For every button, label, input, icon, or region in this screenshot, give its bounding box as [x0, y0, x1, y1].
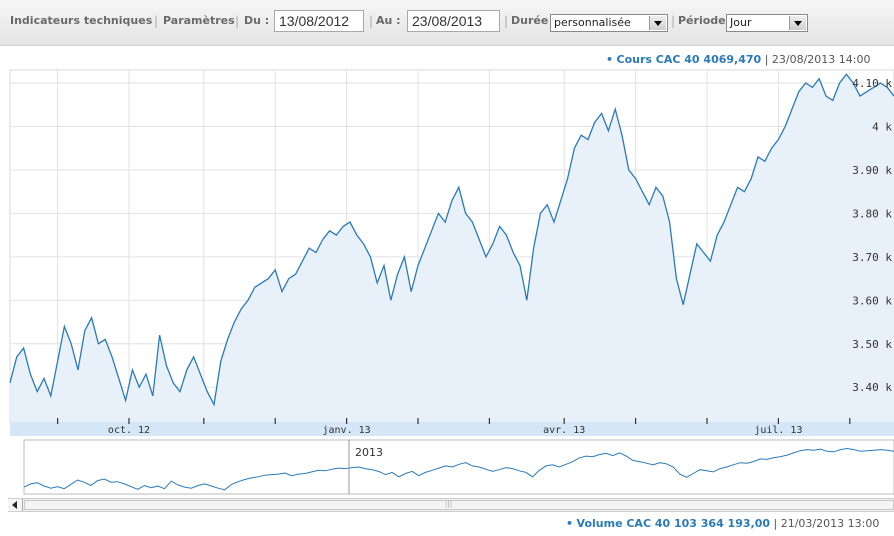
y-tick-label: 3.60 k	[852, 294, 892, 307]
y-tick-label: 4 k	[872, 120, 892, 133]
navigator[interactable]: 2013	[23, 439, 894, 495]
toolbar-divider: |	[504, 14, 509, 28]
toolbar-divider: |	[235, 14, 240, 28]
y-tick-label: 3.70 k	[852, 251, 892, 264]
duration-select-value: personnalisée	[554, 16, 631, 29]
navigator-line	[23, 447, 894, 491]
period-label: Période	[678, 14, 726, 27]
x-axis-band	[10, 422, 894, 436]
series-dot-icon: •	[606, 53, 614, 66]
volume-header: • Volume CAC 40 103 364 193,00 | 21/03/2…	[566, 517, 879, 530]
y-tick-label: 3.90 k	[852, 164, 892, 177]
from-date-input[interactable]: 13/08/2012	[274, 10, 364, 32]
header-divider: |	[773, 517, 781, 530]
parameters-menu[interactable]: Paramètres	[163, 14, 235, 27]
y-tick-label: 3.50 k	[852, 338, 892, 351]
x-tick-label: janv. 13	[323, 425, 371, 436]
header-divider: |	[764, 53, 772, 66]
scrollbar-thumb[interactable]	[24, 500, 894, 510]
period-select[interactable]: Jour	[726, 14, 808, 32]
from-label: Du :	[244, 14, 270, 27]
x-axis: oct. 12 janv. 13 avr. 13 juil. 13	[56, 418, 851, 436]
toolbar-divider: |	[369, 14, 374, 28]
toolbar-divider: |	[671, 14, 676, 28]
chevron-down-icon[interactable]	[789, 16, 806, 30]
price-datetime: 23/08/2013 14:00	[771, 53, 871, 66]
volume-label: Volume CAC 40 103 364 193,00	[576, 517, 771, 530]
x-tick-label: avr. 13	[543, 425, 585, 436]
scroll-left-arrow-icon[interactable]	[8, 499, 23, 511]
horizontal-scrollbar[interactable]: |||	[8, 498, 894, 512]
to-label: Au :	[376, 14, 401, 27]
chevron-down-icon[interactable]	[649, 16, 666, 30]
scrollbar-grip-icon: |||	[445, 500, 453, 508]
to-date-input[interactable]: 23/08/2013	[407, 10, 500, 32]
navigator-background	[23, 439, 894, 495]
price-header: • Cours CAC 40 4069,470 | 23/08/2013 14:…	[606, 53, 871, 66]
x-tick-label: juil. 13	[754, 425, 802, 436]
chart-toolbar: Indicateurs techniques | Paramètres | Du…	[0, 0, 894, 46]
duration-label: Durée	[511, 14, 549, 27]
technical-indicators-menu[interactable]: Indicateurs techniques	[10, 14, 153, 27]
y-tick-label: 3.80 k	[852, 207, 892, 220]
y-tick-label: 4.10 k	[852, 77, 892, 90]
toolbar-divider: |	[154, 14, 159, 28]
price-area	[10, 74, 894, 423]
price-label: Cours CAC 40 4069,470	[616, 53, 762, 66]
price-line	[9, 73, 894, 407]
y-axis-labels: 3.40 k 3.50 k 3.60 k 3.70 k 3.80 k 3.90 k 4 k 4…	[852, 77, 892, 394]
duration-select[interactable]: personnalisée	[550, 14, 668, 32]
series-dot-icon: •	[566, 517, 574, 530]
x-tick-label: oct. 12	[108, 425, 150, 436]
navigator-year-label: 2013	[355, 446, 383, 459]
volume-datetime: 21/03/2013 13:00	[780, 517, 880, 530]
y-tick-label: 3.40 k	[852, 381, 892, 394]
period-select-value: Jour	[730, 16, 752, 29]
